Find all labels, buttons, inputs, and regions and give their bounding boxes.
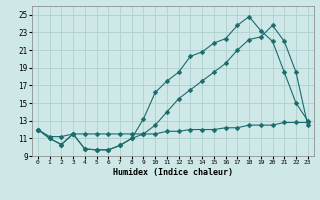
X-axis label: Humidex (Indice chaleur): Humidex (Indice chaleur)	[113, 168, 233, 177]
